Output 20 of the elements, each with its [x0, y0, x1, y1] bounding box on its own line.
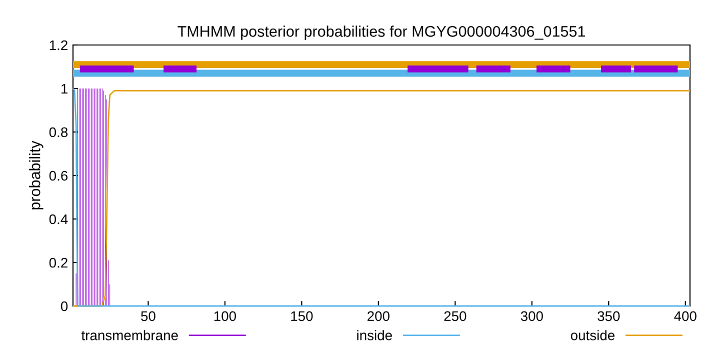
- y-tick-label: 1: [61, 84, 68, 94]
- legend-label: inside: [357, 330, 392, 340]
- chart-title: TMHMM posterior probabilities for MGYG000004306_01551: [178, 26, 585, 40]
- x-tick-label: 200: [368, 311, 390, 322]
- y-axis-title: probability: [29, 140, 44, 210]
- y-tick-label: 0.8: [49, 127, 68, 138]
- x-tick-label: 250: [444, 311, 466, 322]
- y-tick-label: 1.2: [50, 40, 68, 50]
- x-tick-label: 150: [291, 311, 313, 322]
- x-tick-label: 400: [674, 311, 696, 322]
- y-tick-label: 0: [60, 301, 68, 312]
- legend-label: transmembrane: [81, 330, 178, 340]
- x-tick-label: 350: [598, 311, 620, 322]
- y-tick-label: 0.2: [49, 258, 68, 268]
- x-tick-label: 300: [520, 311, 543, 322]
- x-tick-label: 100: [214, 311, 236, 322]
- legend-label: outside: [570, 330, 614, 340]
- x-tick-label: 50: [141, 311, 156, 322]
- y-tick-label: 0.4: [49, 214, 68, 224]
- y-tick-label: 0.6: [49, 170, 68, 181]
